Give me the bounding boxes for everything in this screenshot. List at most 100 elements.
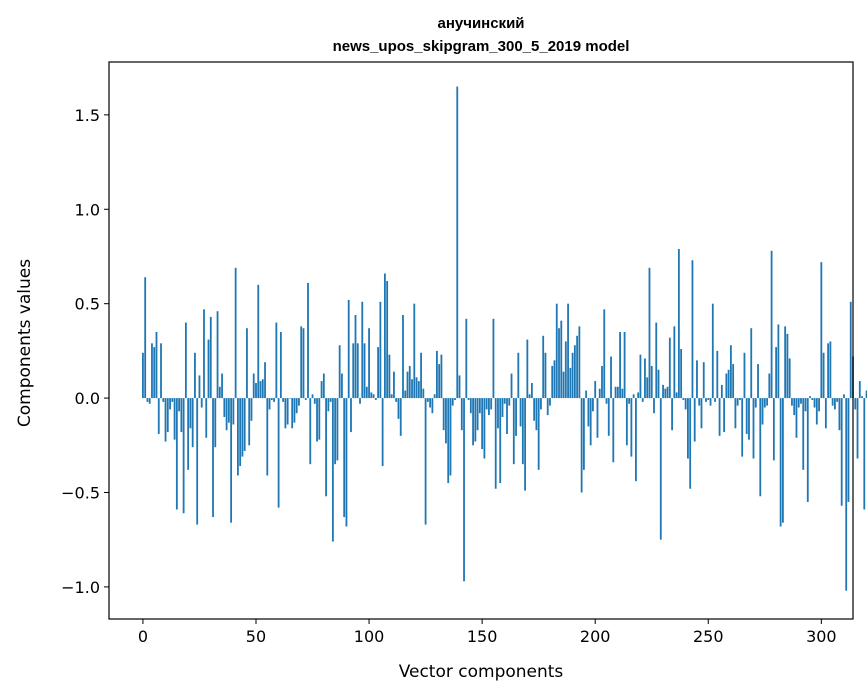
bar-66	[291, 398, 294, 429]
bar-295	[809, 396, 811, 399]
bar-283	[781, 398, 784, 523]
bar-198	[589, 398, 592, 446]
bar-151	[483, 398, 486, 459]
bar-212	[621, 388, 624, 399]
bar-6	[155, 332, 158, 399]
bar-8	[160, 343, 162, 399]
bar-4	[151, 343, 153, 399]
bar-302	[824, 398, 827, 429]
bar-103	[374, 398, 377, 400]
bar-243	[691, 260, 694, 399]
bar-82	[327, 398, 330, 412]
y-tick-label-2: 0.0	[75, 389, 100, 408]
bar-135	[447, 398, 450, 484]
bar-127	[429, 398, 432, 408]
bar-309	[840, 398, 843, 506]
bar-208	[612, 398, 615, 463]
bar-49	[252, 373, 255, 399]
bar-114	[399, 398, 402, 436]
bar-79	[320, 381, 323, 399]
bar-250	[707, 398, 710, 400]
bar-210	[616, 386, 619, 399]
plot-frame	[108, 61, 854, 620]
bar-299	[818, 398, 820, 412]
bar-37	[225, 398, 228, 431]
bar-94	[354, 315, 357, 399]
bar-60	[277, 398, 280, 508]
bar-304	[829, 341, 832, 399]
bar-244	[693, 398, 696, 442]
bar-90	[345, 398, 348, 527]
bar-279	[772, 398, 775, 461]
bar-285	[786, 333, 789, 399]
bar-260	[729, 345, 732, 399]
bar-125	[424, 398, 427, 525]
bar-145	[469, 398, 472, 414]
bar-43	[239, 398, 242, 467]
bar-317	[858, 381, 861, 399]
x-tick-label-5: 250	[693, 627, 724, 646]
bar-112	[395, 398, 398, 402]
chart-title-line2: news_upos_skipgram_300_5_2019 model	[333, 38, 630, 55]
bar-246	[698, 398, 701, 406]
bar-22	[191, 398, 194, 448]
bar-160	[503, 398, 506, 404]
bar-169	[524, 398, 526, 491]
x-tick-label-3: 150	[467, 627, 498, 646]
bar-238	[680, 349, 683, 399]
bar-143	[465, 318, 468, 399]
bar-286	[788, 358, 791, 399]
bar-104	[377, 347, 380, 399]
bar-239	[682, 398, 685, 400]
bar-241	[687, 398, 689, 459]
bar-236	[675, 392, 678, 399]
bar-10	[164, 398, 167, 442]
bar-263	[736, 398, 739, 406]
bar-308	[838, 398, 841, 431]
bar-119	[411, 379, 413, 399]
bar-180	[549, 398, 551, 406]
bar-9	[162, 398, 165, 402]
bar-41	[234, 267, 237, 399]
y-tick-label-3: 0.5	[75, 295, 100, 314]
bar-258	[725, 373, 728, 399]
bar-261	[732, 364, 735, 399]
bar-65	[289, 398, 291, 399]
bar-138	[454, 398, 456, 400]
bar-81	[325, 398, 327, 497]
bar-142	[463, 398, 465, 582]
bar-123	[420, 352, 422, 399]
bar-315	[854, 398, 857, 410]
bar-115	[402, 315, 404, 399]
bar-247	[700, 398, 703, 429]
bar-187	[564, 341, 567, 399]
bar-111	[393, 371, 395, 399]
bar-97	[361, 301, 364, 399]
bar-86	[336, 398, 339, 461]
bar-272	[757, 364, 759, 399]
bar-192	[576, 335, 579, 399]
bar-270	[752, 398, 755, 459]
bar-29	[207, 339, 210, 399]
bar-251	[709, 398, 712, 406]
bar-20	[187, 398, 190, 470]
bar-35	[221, 373, 223, 399]
bar-312	[847, 398, 850, 502]
bar-231	[664, 388, 667, 399]
bar-163	[510, 373, 513, 399]
bar-121	[415, 377, 418, 399]
bar-230	[662, 384, 664, 399]
bar-284	[784, 326, 787, 399]
bar-207	[610, 356, 612, 399]
bar-131	[438, 364, 441, 399]
bar-233	[668, 337, 671, 399]
bar-120	[413, 303, 416, 399]
bar-218	[635, 398, 637, 482]
bar-110	[390, 394, 393, 399]
bar-27	[203, 309, 205, 399]
x-tick-label-2: 100	[354, 627, 385, 646]
bar-96	[359, 398, 361, 404]
bar-75	[311, 394, 314, 399]
bar-157	[497, 398, 499, 429]
y-tick-label-0: −1.0	[61, 578, 100, 597]
